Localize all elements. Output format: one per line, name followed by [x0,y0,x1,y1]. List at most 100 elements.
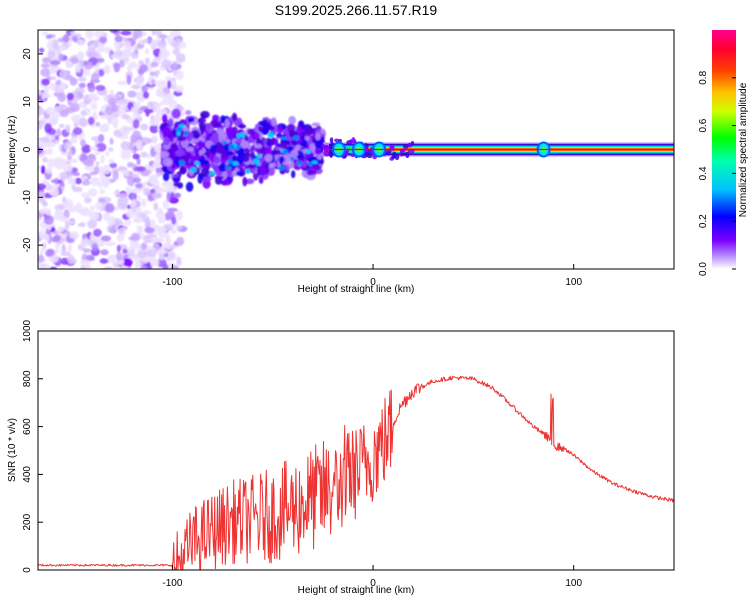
colorbar-gradient [712,30,736,269]
noise-speckle [149,178,158,185]
noise-speckle [110,54,119,59]
blob-speckle [279,142,288,150]
noise-speckle [62,34,70,43]
noise-speckle [96,142,107,152]
blob-speckle [205,124,214,133]
noise-speckle [57,226,65,233]
blob-speckle [220,152,230,159]
noise-speckle [70,31,77,37]
blob-bright-spot [175,127,183,132]
noise-speckle [118,106,126,117]
noise-speckle [144,216,151,226]
colorbar-ticks: 0.0 0.2 0.4 0.6 0.8 [698,70,736,276]
noise-speckle [114,44,122,52]
noise-speckle [132,153,140,160]
noise-speckle [140,264,148,269]
spectrogram-x-axis-label: Height of straight line (km) [298,284,415,295]
noise-speckle [67,254,75,265]
noise-speckle [57,92,67,103]
blob-speckle [248,164,256,169]
signal-wiggle [407,148,415,155]
noise-speckle [76,209,88,215]
blob-bright-spot [222,140,227,145]
blob-speckle [160,151,167,159]
noise-speckle [59,251,71,256]
noise-speckle [161,181,173,188]
noise-speckle [113,259,125,265]
blob-bright-spot [305,149,311,154]
noise-speckle [114,93,124,99]
snr-y-tick-label: 1000 [22,319,33,342]
noise-speckle [47,49,56,60]
noise-speckle [93,210,99,221]
signal-wiggle [323,150,331,157]
noise-speckle [140,151,148,158]
noise-speckle [132,177,142,183]
noise-speckle [78,101,86,109]
blob-speckle [171,108,181,119]
noise-speckle [55,79,62,86]
noise-speckle [107,97,118,106]
noise-speckle [38,117,48,127]
noise-speckle [167,80,172,89]
noise-speckle [165,233,171,243]
blob-speckle [304,135,310,141]
noise-speckle [67,175,72,185]
blob-bright-spot [194,161,201,166]
blob-speckle [276,126,284,134]
blob-speckle [206,148,211,159]
blob-speckle [191,155,200,162]
noise-speckle [105,106,114,116]
noise-speckle [96,44,105,53]
blob-bright-spot [293,135,300,141]
noise-speckle [146,249,157,257]
noise-speckle [109,30,119,34]
noise-speckle [107,158,115,164]
noise-speckle [134,48,139,55]
blob-speckle [291,170,296,179]
noise-speckle [113,189,120,197]
blob-speckle [290,149,299,158]
noise-speckle [42,201,48,207]
blob-speckle [197,140,204,148]
colorbar: 0.0 0.2 0.4 0.6 0.8 Normalized spectral ampl… [698,30,749,276]
spectrogram-y-tick-label: -20 [22,237,33,252]
noise-speckle [132,112,139,119]
blob-speckle [162,114,168,124]
noise-speckle [74,177,82,185]
noise-speckle [98,36,108,44]
noise-speckle [87,83,96,93]
blob-speckle [212,132,219,138]
spectrogram-x-tick-label: 0 [370,277,376,288]
blob-speckle [211,137,219,144]
noise-speckle [163,241,172,249]
colorbar-label: Normalized spectral amplitude [738,82,749,217]
noise-speckle [156,258,167,268]
blob-speckle [224,118,230,128]
noise-speckle [90,102,98,111]
spectrogram-y-tick-label: 20 [22,48,33,60]
noise-speckle [52,109,60,119]
noise-speckle [126,246,135,253]
noise-speckle [40,165,46,175]
noise-speckle [39,196,45,203]
noise-speckle [95,57,105,63]
blob-speckle [214,175,224,180]
noise-speckle [44,84,50,94]
noise-speckle [80,175,88,180]
blob-speckle [271,117,277,127]
noise-speckle [140,123,149,131]
noise-speckle [94,201,103,211]
noise-speckle [72,186,83,193]
noise-speckle [102,164,111,175]
noise-speckle [172,48,180,56]
noise-speckle [54,204,65,211]
noise-speckle [149,124,159,134]
noise-speckle [70,114,82,123]
noise-speckle [140,242,148,251]
blob-speckle [242,176,248,187]
noise-speckle [78,82,87,89]
blob-speckle [315,132,321,141]
noise-speckle [100,240,105,247]
noise-speckle [98,69,105,77]
